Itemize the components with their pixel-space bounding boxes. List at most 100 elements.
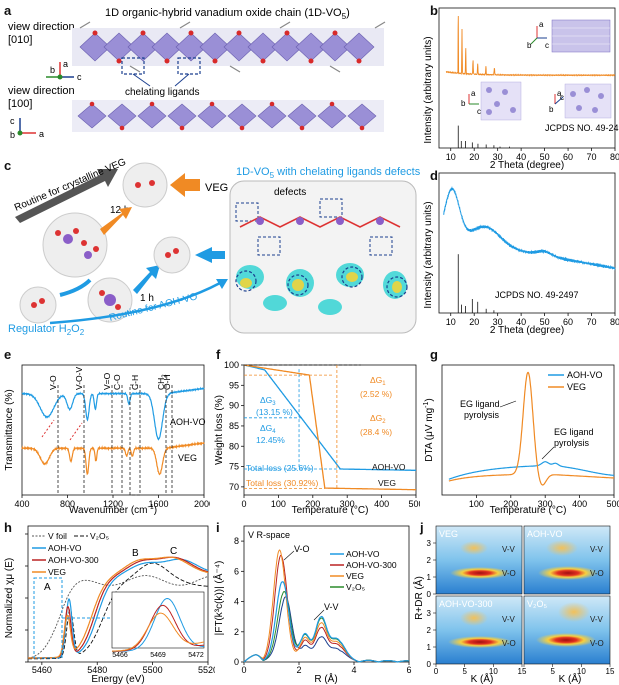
panel-b-xtick-label: 70 xyxy=(587,152,597,162)
band-ch2: CH2 xyxy=(156,374,168,390)
svg-text:a: a xyxy=(539,20,544,29)
panel-label-e: e xyxy=(4,347,12,362)
wavelet-ytick-label: 3 xyxy=(427,539,432,548)
panel-e-xlabel: Wavenumber (cm-1) xyxy=(69,504,157,515)
panel-f-xtick-label: 100 xyxy=(271,499,286,509)
wavelet-vo-label: V-O xyxy=(590,569,604,578)
time-1h: 1 h xyxy=(140,293,154,304)
panel-e-veg-label: VEG xyxy=(178,453,197,463)
view-direction-100: [100] xyxy=(8,98,32,110)
svg-text:VEG: VEG xyxy=(567,382,586,392)
band-ch: C-H xyxy=(130,375,140,390)
chelating-box-2 xyxy=(177,57,201,75)
svg-text:pyrolysis: pyrolysis xyxy=(464,410,500,420)
wavelet-map-4: V₂O₅ V-V V-O 5 10 15 xyxy=(523,595,615,676)
panel-e-aohvo-curve xyxy=(21,386,205,441)
band-v-eq-o: V=O xyxy=(102,372,112,390)
inset-tick-2: 5469 xyxy=(150,652,166,659)
peak-C: C xyxy=(170,546,177,557)
panel-f-ylabel: Weight loss (%) xyxy=(214,395,225,465)
panel-i-vo-label: V-O xyxy=(294,544,310,554)
wavelet-xtick-label: 0 xyxy=(434,667,439,676)
panel-g-xlabel: Temperature (°C) xyxy=(490,505,567,515)
band-vo: V-O xyxy=(48,375,58,390)
band-oh: O-H xyxy=(162,374,172,390)
wavelet-vo-feature xyxy=(448,636,512,648)
svg-text:AOH-VO: AOH-VO xyxy=(567,370,603,380)
svg-text:b: b xyxy=(10,130,15,140)
svg-text:b: b xyxy=(549,105,554,114)
svg-text:V₂O₅: V₂O₅ xyxy=(346,582,365,592)
wavelet-vo-label: V-O xyxy=(502,569,516,578)
wavelet-xtick-label: 10 xyxy=(489,667,498,676)
panel-b-xtick-label: 80 xyxy=(610,152,619,162)
svg-text:VEG: VEG xyxy=(48,567,66,577)
panel-h-xanes-chart: Normalized χμ (E) 5460 5480 5500 5520 Energ… xyxy=(4,525,215,685)
wavelet-ytick-label: 2 xyxy=(427,556,432,565)
panel-i-xtick-label: 0 xyxy=(241,665,246,675)
wavelet-ytick-label: 0 xyxy=(427,590,432,599)
panel-d-xtick-label: 30 xyxy=(493,317,503,327)
panel-g-xtick-label: 500 xyxy=(606,499,619,509)
panel-b-frame xyxy=(438,7,616,149)
panel-j-xlabel-2: K (Å) xyxy=(559,672,582,685)
routine-veg-arrow xyxy=(15,169,118,223)
panel-d-xtick-label: 70 xyxy=(587,317,597,327)
wavelet-vo-feature xyxy=(450,567,510,579)
panel-e-red-arrows xyxy=(41,419,83,441)
panel-label-i: i xyxy=(216,520,220,535)
panel-label-g: g xyxy=(430,347,438,362)
panel-h-inset xyxy=(111,591,205,649)
panel-h-frame xyxy=(27,525,209,663)
veg-molecule-circle xyxy=(122,162,168,208)
precursor-circle xyxy=(42,212,108,278)
wavelet-xtick-label: 15 xyxy=(518,667,527,676)
panel-f-xtick-label: 400 xyxy=(374,499,389,509)
inset-tick-3: 5472 xyxy=(188,652,204,659)
panel-h-xtick-label: 5480 xyxy=(87,665,107,675)
wavelet-vv-label: V-V xyxy=(502,545,516,554)
panel-e-xtick-label: 1600 xyxy=(148,499,168,509)
panel-g-xtick-label: 100 xyxy=(469,499,484,509)
panel-b-xtick-label: 10 xyxy=(446,152,456,162)
svg-text:a: a xyxy=(471,89,476,98)
wavelet-vo-label: V-O xyxy=(502,639,516,648)
panel-label-a: a xyxy=(4,3,12,18)
panel-label-b: b xyxy=(430,3,438,18)
axes-indicator-1: bac xyxy=(46,59,82,82)
panel-label-d: d xyxy=(430,168,438,183)
panel-b-xtick-label: 50 xyxy=(540,152,550,162)
wavelet-ytick-label: 0 xyxy=(427,660,432,669)
wavelet-map-label: VEG xyxy=(439,529,458,539)
panel-i-rspace-chart: |FT(k³c(k))| (Å⁻⁴) 0 2 4 6 0 2 4 6 8 R (Å) V R-s… xyxy=(212,525,412,685)
svg-text:b: b xyxy=(461,99,466,108)
panel-e-ftir-chart: Transmittance (%) 400 800 1200 1600 2000 Wav… xyxy=(4,364,210,515)
wavelet-xtick-label: 5 xyxy=(462,667,467,676)
panel-i-xtick-label: 2 xyxy=(296,665,301,675)
vo5-chain-bottom xyxy=(72,100,384,132)
panel-i-ytick-label: 6 xyxy=(234,566,239,576)
svg-text:b: b xyxy=(527,41,532,50)
panel-g-dta-chart: DTA (μV mg-1) 100 200 300 400 500 Temperatur… xyxy=(423,364,619,515)
panel-label-c: c xyxy=(4,158,12,173)
panel-b-ylabel: Intensity (arbitrary units) xyxy=(423,36,434,143)
panel-f-guides xyxy=(244,364,361,489)
intermediate-circle xyxy=(153,236,191,274)
svg-text:EG ligand: EG ligand xyxy=(554,427,594,437)
panel-f-ytick-label: 75 xyxy=(229,462,239,472)
panel-h-inset-aohvo xyxy=(112,597,204,652)
panel-f-veg-label: VEG xyxy=(378,478,396,488)
dG4-value: 12.45% xyxy=(256,435,285,445)
panel-i-frame xyxy=(243,525,410,663)
panel-label-h: h xyxy=(4,520,12,535)
panel-f-xtick-label: 500 xyxy=(408,499,420,509)
wavelet-map-2: AOH-VO V-V V-O xyxy=(523,525,611,595)
svg-text:VEG: VEG xyxy=(346,571,364,581)
wavelet-ytick-label: 3 xyxy=(427,609,432,618)
panel-g-legend: AOH-VO VEG xyxy=(548,370,603,392)
svg-text:c: c xyxy=(477,107,481,116)
panel-e-aoh-label: AOH-VO xyxy=(170,417,206,427)
inset-tick-1: 5466 xyxy=(112,652,128,659)
panel-b-xtick-label: 30 xyxy=(493,152,503,162)
panel-f-ytick-label: 70 xyxy=(229,482,239,492)
